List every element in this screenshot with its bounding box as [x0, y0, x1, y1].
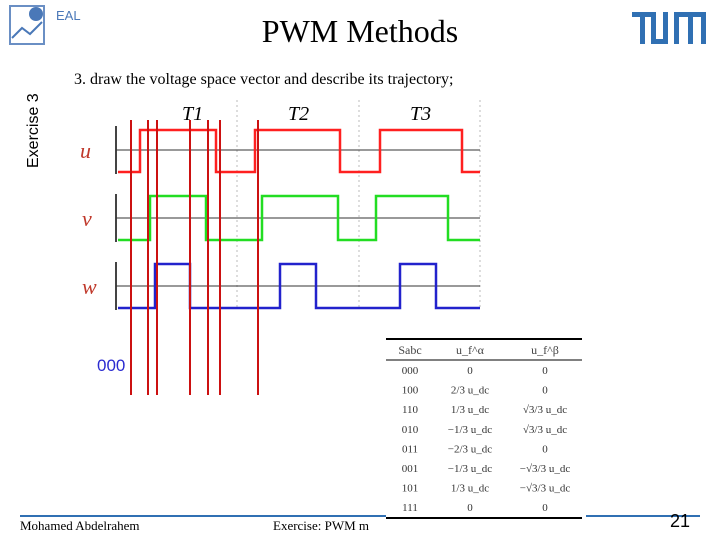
table-cell: 0 [467, 365, 473, 377]
period-separators [236, 100, 481, 310]
table-cell: 010 [402, 424, 419, 436]
period-label: T2 [288, 103, 309, 125]
logo-text: EAL [56, 8, 81, 23]
signal-label: w [82, 274, 97, 299]
table-cell: 000 [402, 365, 419, 377]
v-waveform [118, 194, 480, 242]
period-label: T3 [410, 103, 431, 125]
page-number: 21 [670, 511, 690, 531]
mid-lines [116, 149, 480, 287]
table-cell: 2/3 u_dc [451, 385, 489, 397]
table-cell: −√3/3 u_dc [520, 483, 571, 495]
table-cell: −2/3 u_dc [448, 443, 493, 455]
table-cell: 100 [402, 385, 419, 397]
signal-label: u [80, 138, 91, 163]
period-label: T1 [182, 103, 203, 125]
table-cell: √3/3 u_dc [523, 424, 567, 436]
table-cell: 1/3 u_dc [451, 483, 489, 495]
table-cell: −√3/3 u_dc [520, 463, 571, 475]
tum-logo [632, 12, 706, 44]
footer-author: Mohamed Abdelrahem [20, 518, 140, 533]
table-cell: −1/3 u_dc [448, 424, 493, 436]
table-cell: 0 [542, 502, 548, 514]
table-header: u_f^α [456, 343, 485, 357]
table-cell: 110 [402, 404, 419, 416]
task-text: 3. draw the voltage space vector and des… [74, 71, 453, 88]
table-header: Sabc [398, 343, 421, 357]
table-cell: 0 [542, 365, 548, 377]
state-label: 000 [97, 356, 125, 375]
table-cell: −1/3 u_dc [448, 463, 493, 475]
side-label: Exercise 3 [25, 93, 42, 168]
table-cell: 0 [467, 502, 473, 514]
table-cell: √3/3 u_dc [523, 404, 567, 416]
table-cell: 0 [542, 443, 548, 455]
time-markers [130, 120, 259, 395]
table-cell: 011 [402, 443, 418, 455]
footer-course: Exercise: PWM m [273, 518, 369, 533]
table-cell: 101 [402, 483, 419, 495]
table-cell: 0 [542, 385, 548, 397]
slide-title: PWM Methods [262, 13, 458, 49]
u-waveform [118, 128, 480, 174]
eal-logo [9, 5, 45, 45]
table-cell: 111 [402, 502, 418, 514]
w-waveform [118, 262, 480, 310]
table-cell: 1/3 u_dc [451, 404, 489, 416]
table-cell: 001 [402, 463, 419, 475]
signal-label: v [82, 206, 92, 231]
table-header: u_f^β [531, 343, 559, 357]
